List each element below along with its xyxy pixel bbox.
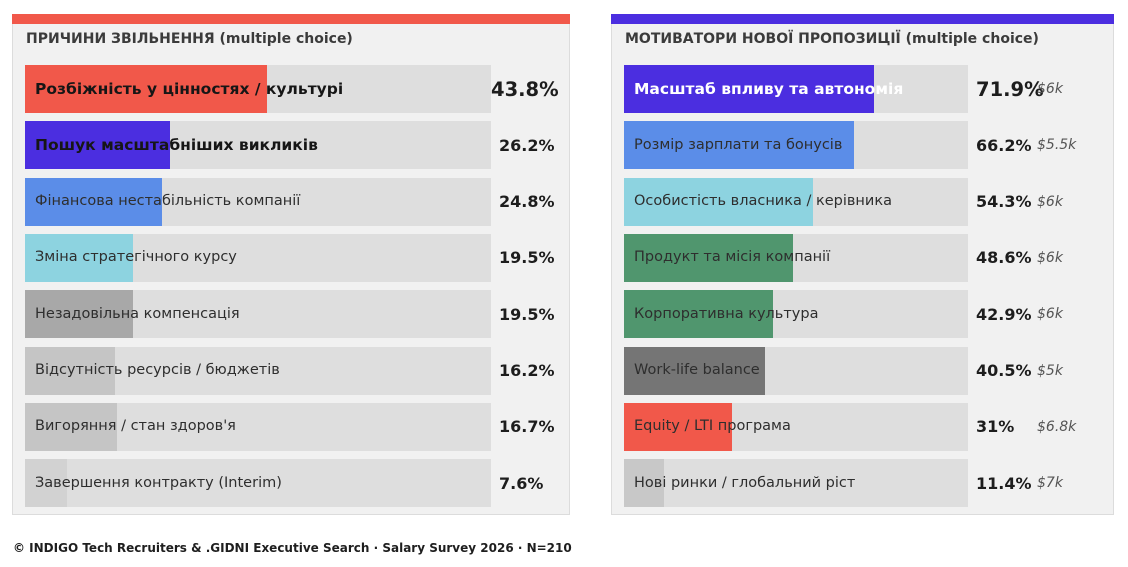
- salary-label: $6k: [1037, 81, 1063, 97]
- bar-track: Work-life balance: [624, 346, 968, 395]
- footer-credit: © INDIGO Tech Recruiters & .GIDNI Execut…: [13, 541, 572, 555]
- value-label: 43.8%: [491, 77, 559, 101]
- bar-row: Розбіжність у цінностях / культурі 43.8%: [13, 65, 569, 113]
- bar: [624, 65, 875, 113]
- bar: [25, 121, 170, 170]
- bar: [25, 65, 268, 113]
- bar: [624, 177, 813, 226]
- bar-label: Корпоративна культура: [634, 305, 819, 322]
- salary-label: $6k: [1037, 193, 1063, 210]
- bar-track: Масштаб впливу та автономія: [624, 65, 968, 113]
- bar-row: Розмір зарплати та бонусів 66.2% $5.5k: [612, 121, 1113, 170]
- bar-row: Нові ринки / глобальний ріст 11.4% $7k: [612, 459, 1113, 508]
- value-label: 26.2%: [499, 135, 555, 155]
- bar-label: Масштаб впливу та автономія: [634, 79, 904, 98]
- bar-row: Equity / LTI програма 31% $6.8k: [612, 402, 1113, 451]
- bar-label: Фінансова нестабільність компанії: [35, 193, 301, 210]
- right-panel-title: МОТИВАТОРИ НОВОЇ ПРОПОЗИЦІЇ (multiple ch…: [625, 31, 1039, 47]
- value-label: 11.4%: [976, 473, 1032, 493]
- bar-row: Відсутність ресурсів / бюджетів 16.2%: [13, 346, 569, 395]
- bar-track: Корпоративна культура: [624, 290, 968, 339]
- salary-label: $6k: [1037, 249, 1063, 266]
- bar-label: Особистість власника / керівника: [634, 193, 892, 210]
- bar-row: Work-life balance 40.5% $5k: [612, 346, 1113, 395]
- bar-row: Зміна стратегічного курсу 19.5%: [13, 233, 569, 282]
- bar-track: Equity / LTI програма: [624, 402, 968, 451]
- value-label: 19.5%: [499, 248, 555, 268]
- bar: [624, 233, 794, 282]
- bar-track: Розмір зарплати та бонусів: [624, 121, 968, 170]
- bar-row: Особистість власника / керівника 54.3% $6k: [612, 177, 1113, 226]
- salary-label: $5.5k: [1037, 137, 1077, 154]
- bar: [25, 346, 115, 395]
- value-label: 40.5%: [976, 361, 1032, 380]
- right-panel-accent-bar: [611, 14, 1114, 24]
- bar: [624, 459, 664, 508]
- bar-label: Розмір зарплати та бонусів: [634, 136, 843, 153]
- value-label: 16.2%: [499, 361, 555, 380]
- bar: [25, 290, 133, 339]
- value-label: 66.2%: [976, 135, 1032, 155]
- bar: [624, 121, 855, 170]
- right-panel: МОТИВАТОРИ НОВОЇ ПРОПОЗИЦІЇ (multiple ch…: [611, 14, 1114, 515]
- bar-label: Work-life balance: [634, 362, 760, 378]
- value-label: 31%: [976, 417, 1015, 437]
- salary-label: $6k: [1037, 306, 1063, 323]
- bar-track: Нові ринки / глобальний ріст: [624, 459, 968, 508]
- salary-label: $5k: [1037, 362, 1063, 379]
- bar-label: Відсутність ресурсів / бюджетів: [35, 362, 280, 378]
- bar-row: Незадовільна компенсація 19.5%: [13, 290, 569, 339]
- value-label: 48.6%: [976, 248, 1032, 268]
- value-label: 71.9%: [976, 77, 1044, 101]
- bar-track: Завершення контракту (Interim): [25, 459, 491, 508]
- bar-row: Фінансова нестабільність компанії 24.8%: [13, 177, 569, 226]
- salary-label: $6.8k: [1037, 418, 1077, 435]
- value-label: 54.3%: [976, 192, 1032, 212]
- bar-row: Масштаб впливу та автономія 71.9% $6k: [612, 65, 1113, 113]
- left-panel-title: ПРИЧИНИ ЗВІЛЬНЕННЯ (multiple choice): [26, 31, 353, 47]
- value-label: 16.7%: [499, 417, 555, 437]
- bar-track: Зміна стратегічного курсу: [25, 233, 491, 282]
- bar-row: Корпоративна культура 42.9% $6k: [612, 290, 1113, 339]
- salary-label: $7k: [1037, 475, 1063, 492]
- bar-track: Особистість власника / керівника: [624, 177, 968, 226]
- value-label: 42.9%: [976, 304, 1032, 324]
- bar-label: Вигоряння / стан здоров'я: [35, 418, 236, 435]
- bar: [624, 290, 774, 339]
- left-panel-accent-bar: [12, 14, 570, 24]
- bar: [624, 402, 732, 451]
- bar: [25, 177, 163, 226]
- bar: [25, 233, 133, 282]
- value-label: 19.5%: [499, 304, 555, 324]
- bar-row: Пошук масштабніших викликів 26.2%: [13, 121, 569, 170]
- bar-track: Фінансова нестабільність компанії: [25, 177, 491, 226]
- bar-row: Завершення контракту (Interim) 7.6%: [13, 459, 569, 508]
- bar: [25, 402, 118, 451]
- bar-row: Продукт та місія компанії 48.6% $6k: [612, 233, 1113, 282]
- bar-label: Пошук масштабніших викликів: [35, 135, 318, 154]
- value-label: 7.6%: [499, 473, 544, 493]
- bar-track: Вигоряння / стан здоров'я: [25, 402, 491, 451]
- bar: [624, 346, 765, 395]
- bar-track: Розбіжність у цінностях / культурі: [25, 65, 491, 113]
- bar-track: Незадовільна компенсація: [25, 290, 491, 339]
- bar-row: Вигоряння / стан здоров'я 16.7%: [13, 402, 569, 451]
- bar: [25, 459, 68, 508]
- bar-track: Продукт та місія компанії: [624, 233, 968, 282]
- bar-track: Відсутність ресурсів / бюджетів: [25, 346, 491, 395]
- bar-label: Продукт та місія компанії: [634, 249, 831, 266]
- bar-label: Розбіжність у цінностях / культурі: [35, 79, 344, 98]
- value-label: 24.8%: [499, 192, 555, 212]
- bar-label: Нові ринки / глобальний ріст: [634, 474, 856, 491]
- left-panel: ПРИЧИНИ ЗВІЛЬНЕННЯ (multiple choice) Роз…: [12, 14, 570, 515]
- bar-label: Зміна стратегічного курсу: [35, 249, 237, 266]
- bar-label: Незадовільна компенсація: [35, 305, 240, 322]
- bar-label: Завершення контракту (Interim): [35, 474, 282, 491]
- bar-track: Пошук масштабніших викликів: [25, 121, 491, 170]
- bar-label: Equity / LTI програма: [634, 418, 791, 435]
